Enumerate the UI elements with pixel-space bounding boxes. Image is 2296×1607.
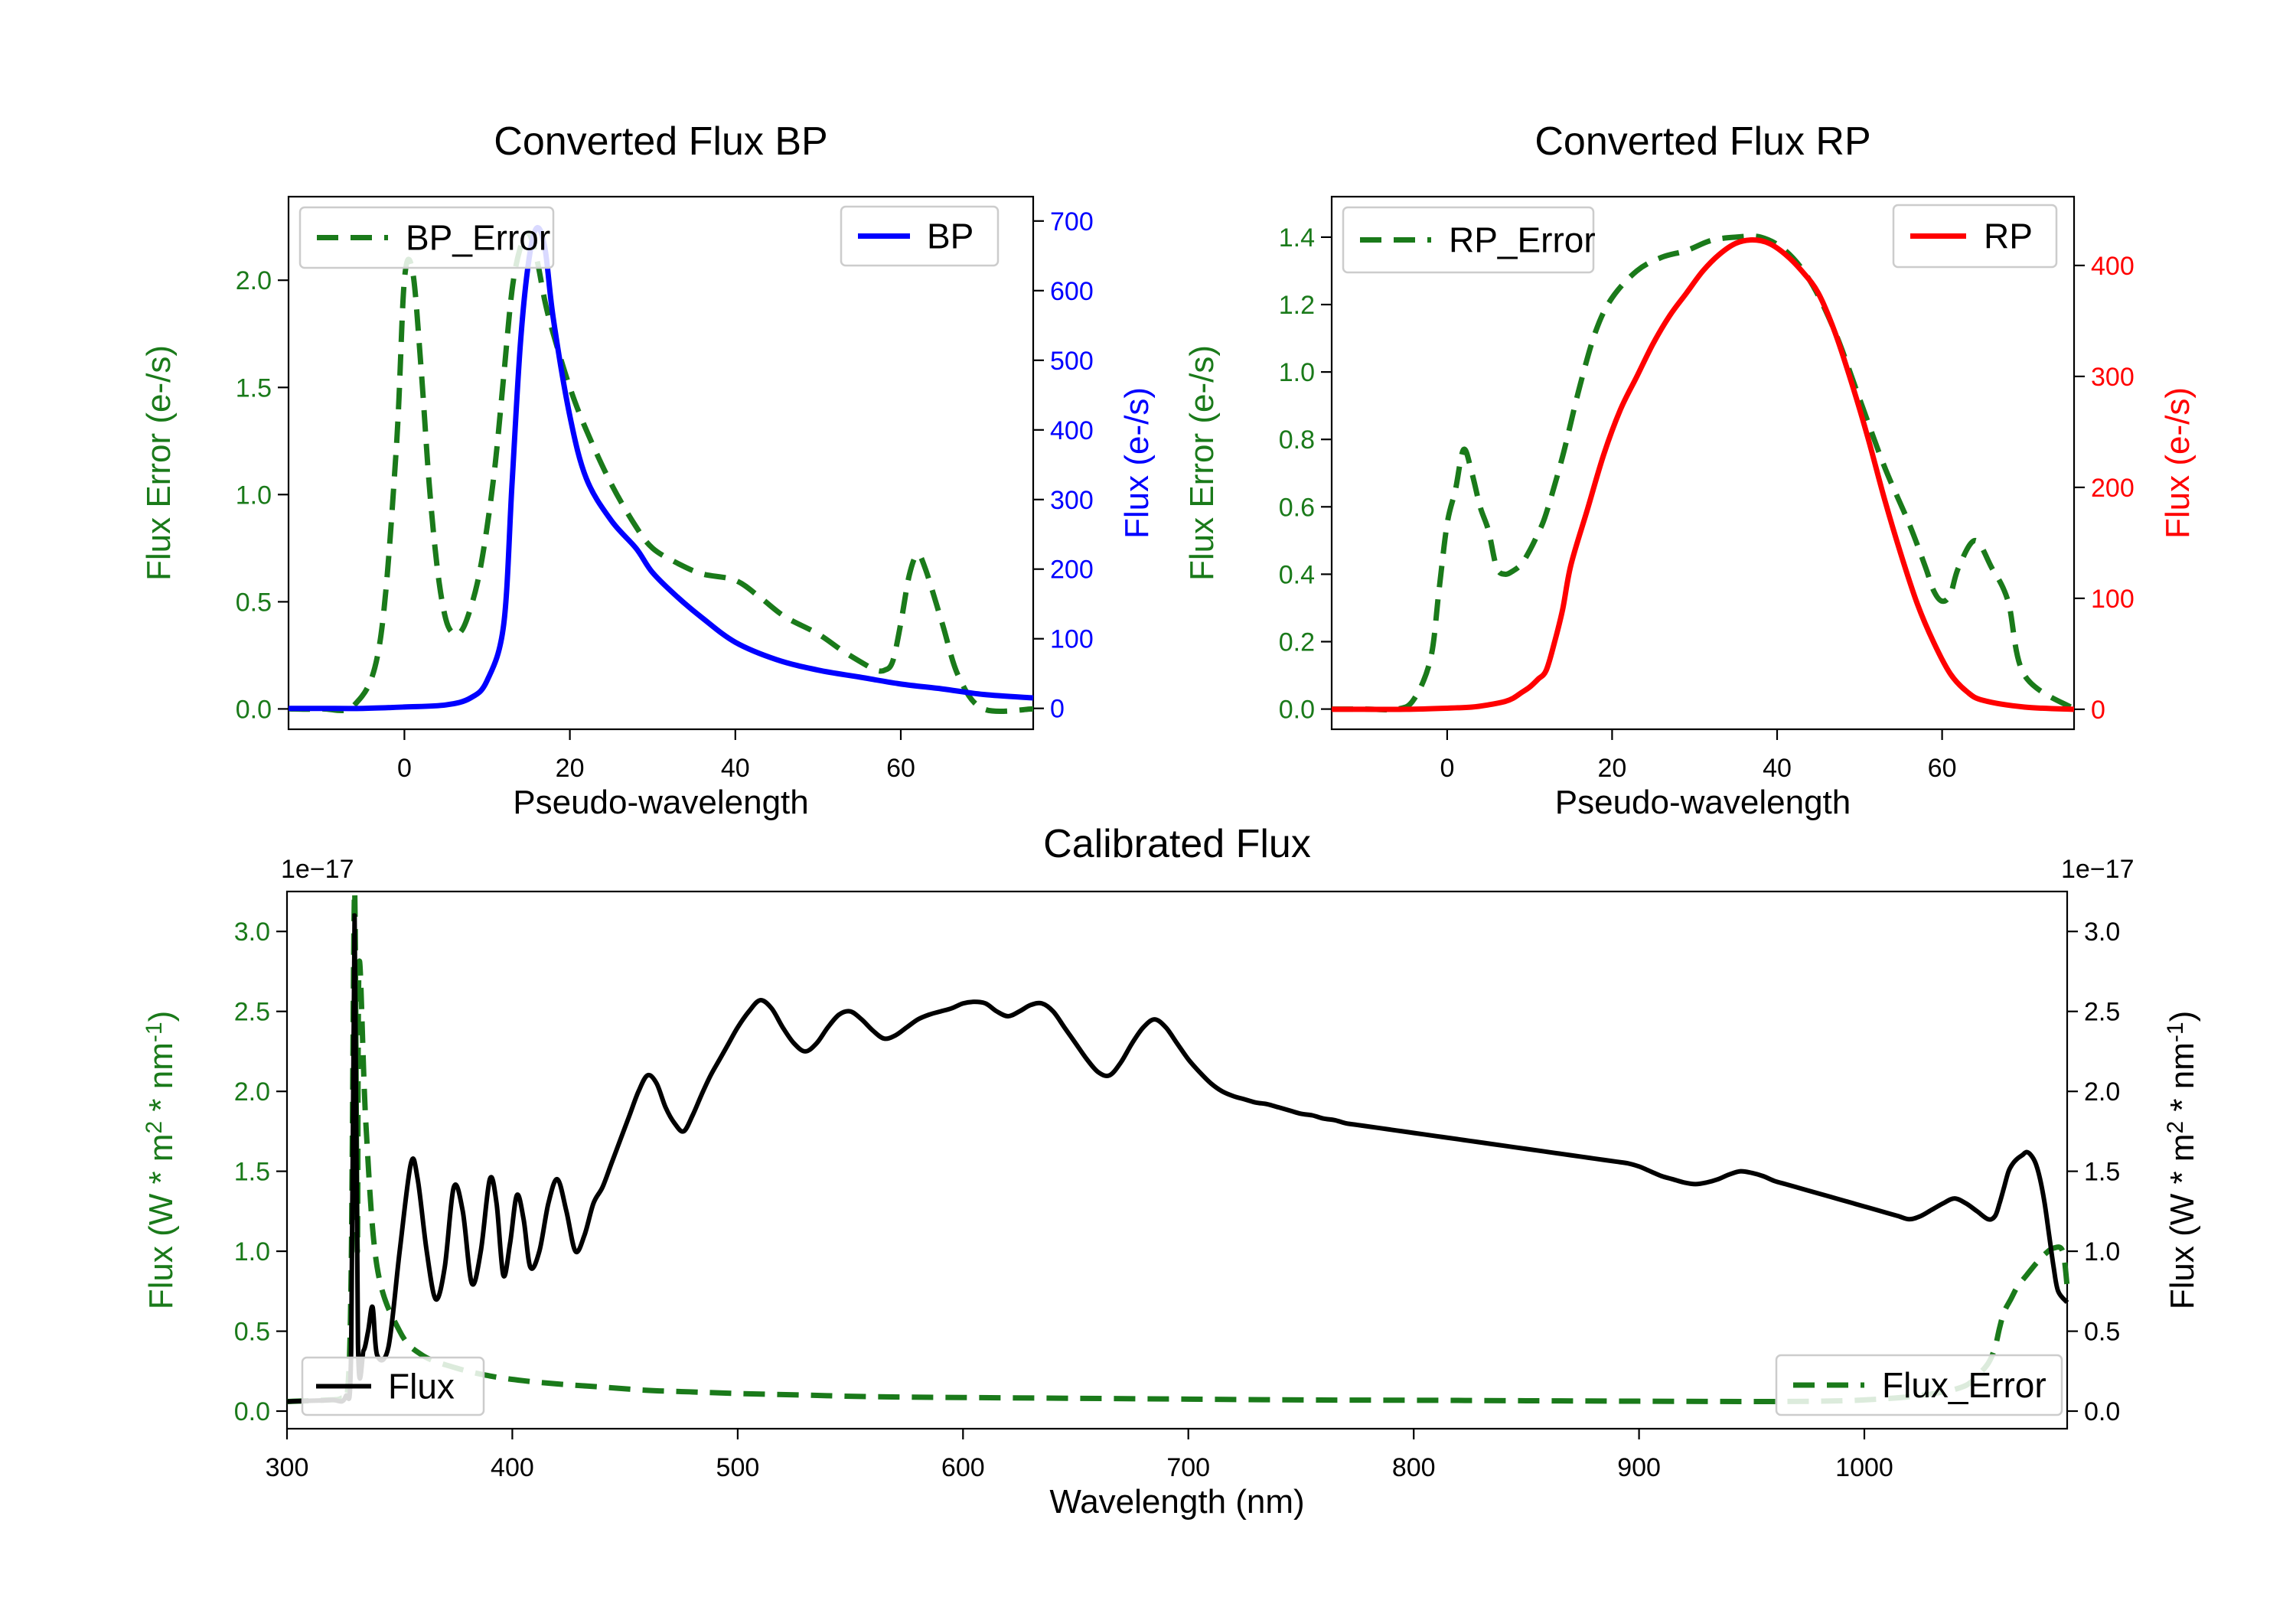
svg-text:500: 500 <box>1050 347 1094 376</box>
svg-text:2.0: 2.0 <box>236 266 272 295</box>
svg-text:500: 500 <box>716 1453 760 1482</box>
svg-text:2.5: 2.5 <box>2084 998 2120 1027</box>
svg-text:BP_Error: BP_Error <box>406 218 550 258</box>
svg-text:3.0: 3.0 <box>2084 918 2120 947</box>
svg-text:60: 60 <box>1928 754 1957 783</box>
svg-text:200: 200 <box>1050 556 1094 585</box>
svg-text:1.0: 1.0 <box>2084 1237 2120 1266</box>
svg-text:0.0: 0.0 <box>2084 1397 2120 1426</box>
svg-text:0.5: 0.5 <box>234 1318 270 1347</box>
svg-text:60: 60 <box>886 754 915 783</box>
svg-text:40: 40 <box>721 754 750 783</box>
svg-text:0.0: 0.0 <box>236 695 272 724</box>
svg-text:0.2: 0.2 <box>1279 628 1315 657</box>
svg-text:400: 400 <box>491 1453 534 1482</box>
svg-text:0.5: 0.5 <box>2084 1318 2120 1347</box>
svg-text:1.0: 1.0 <box>236 481 272 510</box>
svg-text:Flux (e-/s): Flux (e-/s) <box>1118 387 1156 539</box>
svg-text:Pseudo-wavelength: Pseudo-wavelength <box>513 784 808 821</box>
svg-text:0: 0 <box>1440 754 1454 783</box>
svg-text:Flux Error (e-/s): Flux Error (e-/s) <box>1183 345 1221 581</box>
svg-text:300: 300 <box>2091 363 2135 392</box>
svg-text:300: 300 <box>266 1453 309 1482</box>
svg-text:0: 0 <box>397 754 412 783</box>
svg-text:3.0: 3.0 <box>234 918 270 947</box>
svg-text:1.4: 1.4 <box>1279 223 1315 253</box>
svg-text:2.5: 2.5 <box>234 998 270 1027</box>
svg-text:1.5: 1.5 <box>2084 1158 2120 1187</box>
svg-text:Flux (W * m2 * nm-1): Flux (W * m2 * nm-1) <box>142 1011 180 1310</box>
svg-text:Flux: Flux <box>388 1367 455 1407</box>
svg-text:1000: 1000 <box>1835 1453 1893 1482</box>
svg-text:Wavelength (nm): Wavelength (nm) <box>1049 1483 1304 1521</box>
svg-text:400: 400 <box>1050 416 1094 445</box>
svg-text:300: 300 <box>1050 486 1094 515</box>
svg-text:Flux_Error: Flux_Error <box>1882 1365 2047 1405</box>
svg-text:Flux (W * m2 * nm-1): Flux (W * m2 * nm-1) <box>2163 1011 2201 1310</box>
svg-text:0: 0 <box>2091 696 2105 725</box>
svg-text:1.5: 1.5 <box>234 1158 270 1187</box>
svg-text:Flux Error (e-/s): Flux Error (e-/s) <box>140 345 178 581</box>
svg-text:0: 0 <box>1050 695 1065 724</box>
svg-text:1.5: 1.5 <box>236 373 272 403</box>
svg-text:2.0: 2.0 <box>234 1077 270 1107</box>
svg-text:1.0: 1.0 <box>1279 358 1315 387</box>
svg-text:RP_Error: RP_Error <box>1449 220 1596 260</box>
svg-text:600: 600 <box>941 1453 985 1482</box>
svg-text:800: 800 <box>1392 1453 1436 1482</box>
svg-text:700: 700 <box>1166 1453 1210 1482</box>
svg-text:600: 600 <box>1050 277 1094 306</box>
svg-text:1.0: 1.0 <box>234 1237 270 1266</box>
svg-text:100: 100 <box>1050 625 1094 654</box>
svg-text:1e−17: 1e−17 <box>2061 855 2135 884</box>
svg-text:20: 20 <box>1597 754 1626 783</box>
svg-text:40: 40 <box>1763 754 1792 783</box>
svg-text:Converted Flux BP: Converted Flux BP <box>494 119 827 164</box>
svg-text:100: 100 <box>2091 585 2135 614</box>
svg-text:0.4: 0.4 <box>1279 560 1315 589</box>
svg-text:1.2: 1.2 <box>1279 291 1315 320</box>
svg-text:20: 20 <box>556 754 585 783</box>
svg-text:0.0: 0.0 <box>234 1397 270 1426</box>
svg-text:2.0: 2.0 <box>2084 1077 2120 1107</box>
svg-text:1e−17: 1e−17 <box>281 855 354 884</box>
svg-text:0.6: 0.6 <box>1279 493 1315 522</box>
svg-text:0.0: 0.0 <box>1279 696 1315 725</box>
svg-text:RP: RP <box>1984 217 2033 256</box>
svg-text:900: 900 <box>1617 1453 1661 1482</box>
svg-text:0.5: 0.5 <box>236 588 272 617</box>
svg-text:400: 400 <box>2091 252 2135 281</box>
svg-text:Converted Flux RP: Converted Flux RP <box>1534 119 1870 164</box>
svg-text:Pseudo-wavelength: Pseudo-wavelength <box>1555 784 1851 821</box>
svg-text:0.8: 0.8 <box>1279 425 1315 455</box>
svg-text:Calibrated Flux: Calibrated Flux <box>1043 822 1311 866</box>
svg-text:Flux (e-/s): Flux (e-/s) <box>2159 387 2197 539</box>
svg-text:200: 200 <box>2091 474 2135 503</box>
svg-text:BP: BP <box>927 217 974 256</box>
svg-text:700: 700 <box>1050 207 1094 236</box>
